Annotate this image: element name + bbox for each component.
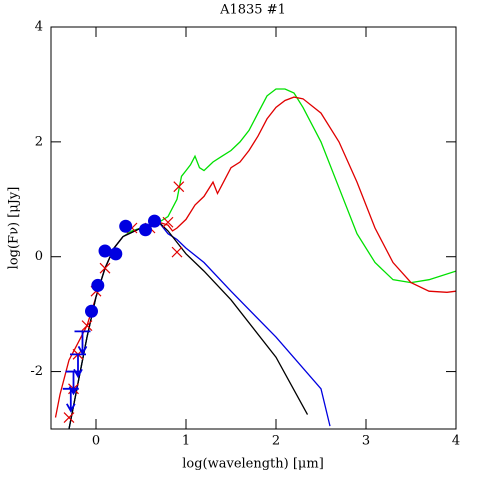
x-axis-label: log(wavelength) [μm] [182,457,324,472]
axes-frame [50,26,457,430]
y-tick-label: 4 [35,20,43,35]
observed-point [148,214,161,228]
observed-point [98,244,112,258]
y-tick-label: 0 [35,249,43,264]
upper-limit [74,330,91,356]
observed-point [109,247,123,261]
model-point [81,320,93,332]
upper-limit [62,387,79,413]
chart-title: A1835 #1 [219,3,286,18]
y-tick-label: 2 [35,134,43,149]
plot-area [54,88,456,429]
model-point [173,181,185,193]
x-tick-label: 3 [362,434,370,449]
y-tick-label: -2 [30,364,43,379]
observed-point [85,304,98,318]
model-point [99,262,111,274]
observed-point [91,278,105,292]
observed-point [119,219,133,233]
model-point [171,246,183,258]
x-tick-label: 4 [452,434,460,449]
y-axis-label: log(Fν) [μJy] [7,187,22,270]
x-tick-label: 2 [272,434,280,449]
x-tick-label: 1 [182,434,190,449]
model-point [162,216,174,228]
model-point [63,412,75,423]
x-tick-label: 0 [92,434,100,449]
observed-point [139,223,152,237]
sed-curve [68,88,456,429]
